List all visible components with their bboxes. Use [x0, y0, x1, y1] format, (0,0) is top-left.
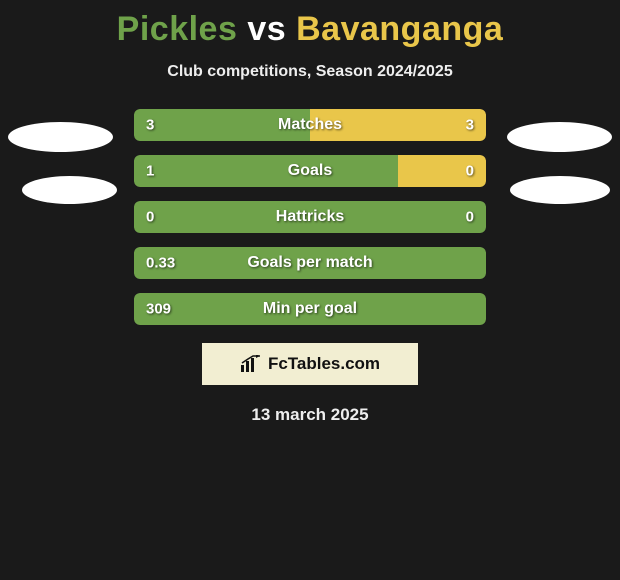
stats-bars: 3 3 Matches 1 0 Goals 0 0 Hattricks 0.33 Goals per…: [134, 109, 486, 325]
decor-oval-top-left: [8, 122, 113, 152]
stat-value-left: 309: [146, 301, 171, 318]
stat-value-right: 0: [466, 209, 474, 226]
stat-value-left: 3: [146, 117, 154, 134]
bar-fill-left: [134, 155, 398, 187]
stat-row: 3 3 Matches: [134, 109, 486, 141]
decor-oval-mid-right: [510, 176, 610, 204]
title-player-right: Bavanganga: [296, 10, 503, 48]
decor-oval-top-right: [507, 122, 612, 152]
stat-label: Goals: [288, 162, 332, 180]
stat-row: 0.33 Goals per match: [134, 247, 486, 279]
stat-value-left: 1: [146, 163, 154, 180]
subtitle: Club competitions, Season 2024/2025: [0, 63, 620, 81]
title-vs: vs: [247, 10, 286, 48]
footer-date: 13 march 2025: [0, 405, 620, 425]
stat-label: Goals per match: [247, 254, 372, 272]
stat-row: 1 0 Goals: [134, 155, 486, 187]
title-player-left: Pickles: [117, 10, 238, 48]
stat-label: Min per goal: [263, 300, 357, 318]
brand-text: FcTables.com: [268, 354, 380, 374]
stat-row: 309 Min per goal: [134, 293, 486, 325]
page-title: Pickles vs Bavanganga: [0, 0, 620, 49]
stat-label: Hattricks: [276, 208, 344, 226]
stat-label: Matches: [278, 116, 342, 134]
chart-icon: [240, 355, 262, 373]
stat-value-left: 0: [146, 209, 154, 226]
decor-oval-mid-left: [22, 176, 117, 204]
stat-value-left: 0.33: [146, 255, 175, 272]
stat-value-right: 0: [466, 163, 474, 180]
stat-row: 0 0 Hattricks: [134, 201, 486, 233]
stat-value-right: 3: [466, 117, 474, 134]
brand-box: FcTables.com: [202, 343, 418, 385]
